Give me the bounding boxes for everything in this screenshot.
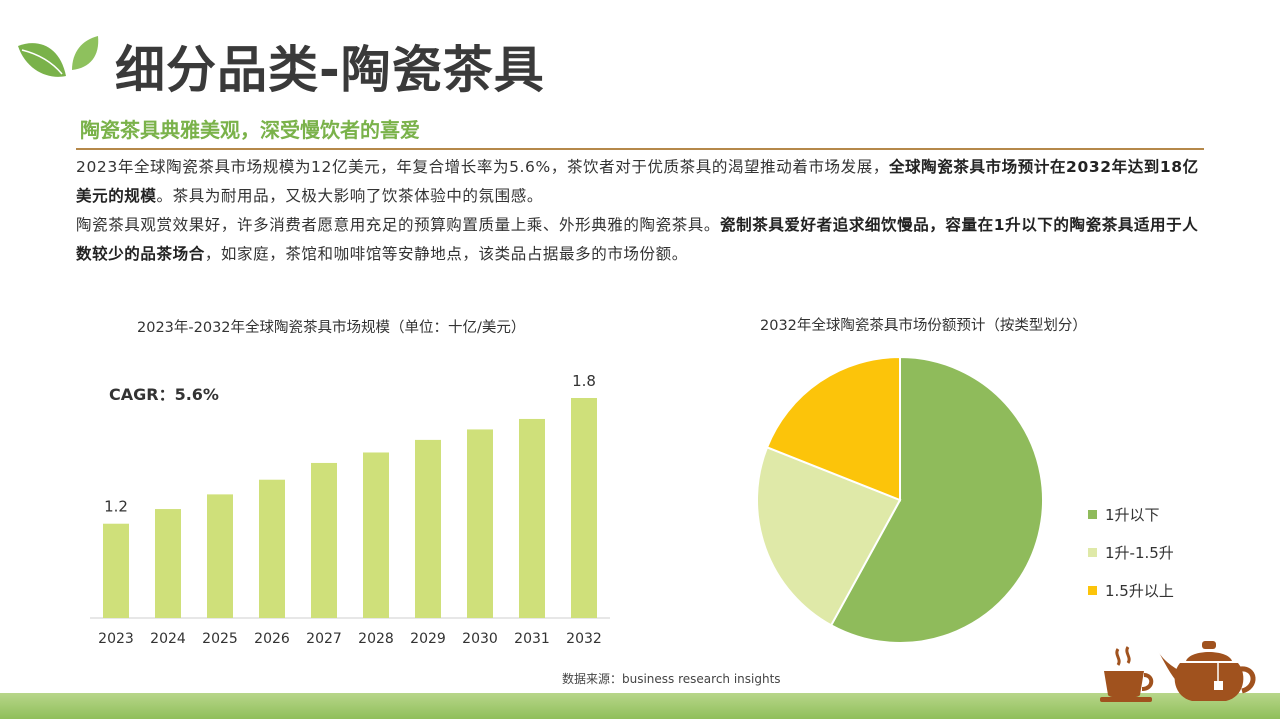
pie-slice-1	[829, 355, 1044, 644]
legend-label: 1升-1.5升	[1105, 544, 1174, 562]
paragraph-text: 陶瓷茶具观赏效果好，许多消费者愿意用充足的预算购置质量上乘、外形典雅的陶瓷茶具。	[76, 216, 721, 234]
bar-2025	[207, 494, 233, 618]
x-tick-label: 2028	[358, 631, 394, 647]
pie-slice-3	[765, 355, 901, 502]
legend-item: 1.5升以上	[1088, 580, 1174, 601]
bar-2030	[467, 429, 493, 618]
legend-label: 1.5升以上	[1105, 582, 1174, 600]
bar-2024	[155, 509, 181, 618]
x-tick-label: 2024	[150, 631, 186, 647]
bar-2023	[103, 523, 129, 618]
legend-label: 1升以下	[1105, 506, 1160, 524]
paragraph-emphasis: 瓷制茶具爱好者追求细饮慢品，容量在1升以下的陶瓷茶具适用于人数较少的品茶场合	[76, 216, 1199, 263]
legend-swatch	[1088, 586, 1097, 595]
x-tick-label: 2025	[202, 631, 238, 647]
bar-2032	[571, 398, 597, 618]
legend-item: 1升-1.5升	[1088, 542, 1174, 563]
teacup-icon	[1100, 646, 1154, 702]
page-title: 细分品类-陶瓷茶具	[115, 41, 545, 99]
bar-chart: 2023 1.2 2024 2025 2026 2027 2028 2029 2030 2031 2…	[90, 372, 610, 647]
legend-swatch	[1088, 510, 1097, 519]
leaf-logo-icon	[18, 36, 99, 77]
x-tick-label: 2031	[514, 631, 550, 647]
pie-chart-title: 2032年全球陶瓷茶具市场份额预计（按类型划分）	[760, 318, 1087, 334]
x-tick-label: 2030	[462, 631, 498, 647]
paragraph-text: ，如家庭，茶馆和咖啡馆等安静地点，该类品占据最多的市场份额。	[204, 245, 688, 263]
divider-rule	[76, 148, 1204, 150]
legend-item: 1升以下	[1088, 504, 1160, 525]
bar-2026	[259, 479, 285, 618]
pie-slice-2	[756, 446, 902, 627]
pie-chart	[756, 355, 1044, 644]
paragraph-text: 2023年全球陶瓷茶具市场规模为12亿美元，年复合增长率为5.6%，茶饮者对于优…	[76, 158, 889, 176]
paragraph-market-size: 2023年全球陶瓷茶具市场规模为12亿美元，年复合增长率为5.6%，茶饮者对于优…	[76, 153, 1206, 211]
data-source: 数据来源：business research insights	[562, 672, 781, 686]
teapot-icon	[1158, 641, 1256, 701]
x-tick-label: 2029	[410, 631, 446, 647]
x-tick-label: 2026	[254, 631, 290, 647]
cagr-annotation: CAGR：5.6%	[109, 385, 219, 404]
data-label: 1.8	[572, 372, 596, 390]
bottom-band	[0, 693, 1280, 719]
bar-2031	[519, 418, 545, 618]
x-tick-label: 2032	[566, 631, 602, 647]
paragraph-emphasis: 全球陶瓷茶具市场预计在2032年达到18亿美元的规模	[76, 158, 1199, 205]
x-tick-label: 2023	[98, 631, 134, 647]
paragraph-text: 。茶具为耐用品，又极大影响了饮茶体验中的氛围感。	[156, 187, 543, 205]
bar-chart-title: 2023年-2032年全球陶瓷茶具市场规模（单位：十亿/美元）	[137, 320, 526, 336]
paragraph-consumer: 陶瓷茶具观赏效果好，许多消费者愿意用充足的预算购置质量上乘、外形典雅的陶瓷茶具。…	[76, 211, 1206, 269]
bar-2028	[363, 452, 389, 618]
bar-2027	[311, 462, 337, 618]
legend-swatch	[1088, 548, 1097, 557]
bar-2029	[415, 439, 441, 618]
x-tick-label: 2027	[306, 631, 342, 647]
data-label: 1.2	[104, 498, 128, 516]
page-subtitle: 陶瓷茶具典雅美观，深受慢饮者的喜爱	[80, 118, 420, 142]
